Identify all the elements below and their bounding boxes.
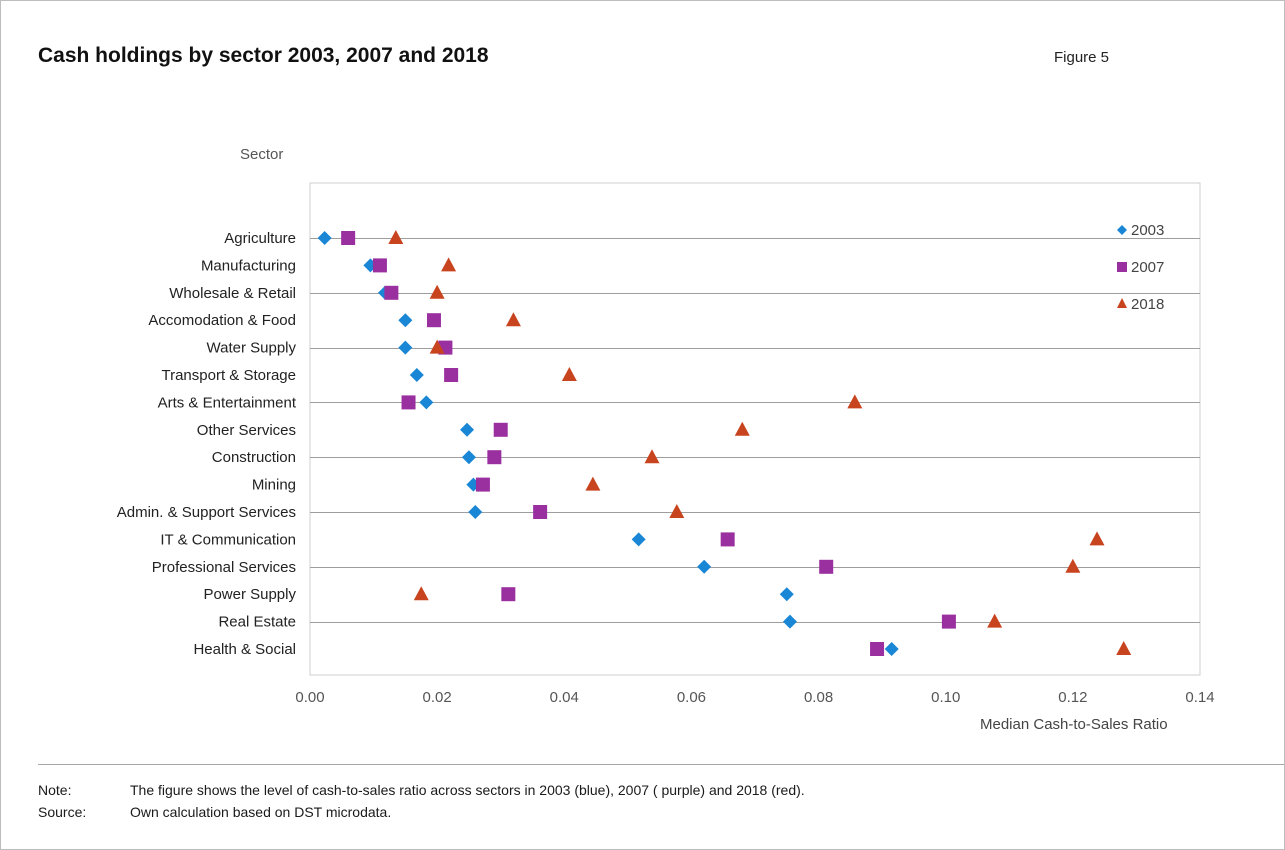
sector-label: Agriculture [224, 230, 296, 247]
point-2018 [847, 394, 863, 409]
sector-label: Power Supply [203, 586, 296, 603]
x-tick-label: 0.08 [804, 689, 833, 706]
point-2003 [782, 614, 797, 629]
sector-label: Other Services [197, 422, 296, 439]
sector-label: Professional Services [152, 559, 296, 576]
point-2018 [561, 367, 577, 381]
point-2003 [468, 505, 483, 519]
point-2018 [441, 257, 457, 272]
point-2018 [987, 613, 1003, 628]
figure-label: Figure 5 [1054, 49, 1110, 66]
point-2018 [1116, 641, 1132, 655]
sector-label: Construction [212, 449, 296, 466]
point-2007 [475, 477, 490, 492]
point-2018 [413, 586, 429, 601]
point-2003 [398, 340, 413, 355]
legend-marker-2018 [1117, 298, 1127, 308]
legend-marker-2003 [1117, 225, 1127, 235]
plot-area [309, 182, 1201, 676]
legend-label-2018: 2018 [1131, 296, 1164, 313]
point-2003 [398, 313, 413, 328]
legend-marker-2007 [1117, 262, 1127, 272]
x-tick-label: 0.10 [931, 689, 960, 706]
point-2007 [533, 505, 548, 519]
point-2003 [419, 395, 434, 410]
note-text: The figure shows the level of cash-to-sa… [130, 782, 805, 798]
point-2007 [341, 231, 356, 245]
x-axis-title: Median Cash-to-Sales Ratio [980, 716, 1168, 733]
point-2018 [734, 421, 750, 436]
sector-label: Mining [252, 477, 296, 494]
point-2018 [585, 476, 601, 491]
sector-label: Health & Social [193, 641, 296, 658]
point-2003 [779, 587, 794, 602]
x-tick-label: 0.06 [677, 689, 706, 706]
source-key: Source: [38, 804, 87, 820]
chart-title: Cash holdings by sector 2003, 2007 and 2… [38, 44, 489, 67]
point-2007 [493, 422, 508, 437]
point-2007 [501, 587, 516, 602]
note-line: Note: The figure shows the level of cash-… [38, 782, 805, 798]
sector-label: Wholesale & Retail [169, 285, 296, 302]
sector-label: Water Supply [207, 340, 297, 357]
point-2007 [487, 450, 502, 465]
y-axis-title: Sector [240, 146, 284, 163]
x-tick-label: 0.14 [1185, 689, 1214, 706]
point-2003 [884, 642, 899, 656]
point-2003 [461, 450, 476, 465]
point-2003 [697, 559, 712, 574]
x-tick-label: 0.00 [295, 689, 324, 706]
point-2007 [941, 614, 956, 629]
footer-divider [38, 764, 1284, 765]
note-key: Note: [38, 782, 72, 798]
point-2018 [429, 339, 445, 354]
point-2003 [317, 231, 332, 245]
source-line: Source: Own calculation based on DST micr… [38, 804, 391, 820]
point-2018 [429, 284, 445, 299]
sector-label: Manufacturing [201, 257, 296, 274]
legend-label-2007: 2007 [1131, 259, 1164, 276]
x-tick-label: 0.04 [550, 689, 579, 706]
point-2007 [720, 532, 735, 547]
point-2007 [384, 285, 399, 300]
source-text: Own calculation based on DST microdata. [130, 804, 392, 820]
sector-label: Transport & Storage [161, 367, 296, 384]
point-2003 [460, 422, 475, 437]
sector-label: IT & Communication [160, 531, 296, 548]
point-2007 [372, 258, 387, 273]
sector-label: Admin. & Support Services [117, 504, 296, 521]
sector-label: Accomodation & Food [148, 312, 296, 329]
x-tick-label: 0.02 [423, 689, 452, 706]
point-2007 [819, 559, 834, 574]
point-2007 [426, 313, 441, 328]
x-tick-label: 0.12 [1058, 689, 1087, 706]
point-2007 [444, 368, 459, 382]
point-2007 [870, 642, 885, 656]
point-2007 [401, 395, 416, 410]
point-2018 [388, 230, 404, 244]
point-2018 [1089, 531, 1105, 546]
point-2018 [644, 449, 660, 464]
legend-label-2003: 2003 [1131, 222, 1164, 239]
point-2018 [505, 312, 521, 327]
sector-label: Arts & Entertainment [158, 394, 297, 411]
point-2018 [1065, 558, 1081, 573]
point-2018 [669, 504, 685, 518]
sector-label: Real Estate [218, 614, 296, 631]
point-2003 [409, 368, 424, 382]
point-2003 [631, 532, 646, 547]
